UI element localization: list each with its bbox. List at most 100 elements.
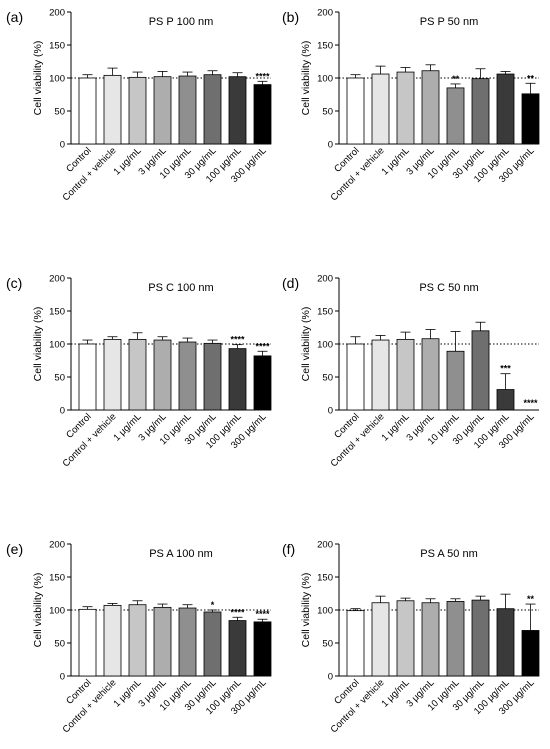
chart-title: PS A 100 nm [149,548,213,560]
y-tick-label: 150 [49,306,65,317]
bar [346,343,365,411]
y-tick-label: 150 [317,306,333,317]
significance-label: * [211,600,215,610]
y-tick-label: 200 [49,7,65,18]
bar [128,604,147,677]
bar [103,604,122,677]
bar [421,338,440,411]
bar [253,84,272,145]
bar [471,330,490,411]
significance-label: **** [230,607,245,617]
bar [446,87,465,145]
y-tick-label: 50 [54,372,65,383]
significance-label: **** [255,71,270,81]
bar [203,611,222,677]
y-axis-label: Cell viability (%) [300,41,312,116]
y-tick-label: 0 [60,405,65,416]
chart-title: PS P 100 nm [149,16,214,28]
panel-label: (e) [6,541,23,557]
y-tick-label: 150 [317,572,333,583]
bar [396,71,415,145]
bar [178,341,197,411]
bar [371,73,390,145]
bar [521,93,540,145]
y-tick-label: 0 [328,405,333,416]
bar [471,599,490,677]
y-tick-label: 150 [49,572,65,583]
panel-label: (b) [282,9,299,25]
chart-panel-3: (c) PS C 100 nm Cell viability (%) 0 50 100 15… [6,273,272,469]
chart-panel-1: (a) PS P 100 nm Cell viability (%) 0 50 100 15… [6,7,272,203]
bar [446,601,465,677]
significance-label: ** [527,594,535,604]
bar [446,350,465,411]
chart-title: PS C 50 nm [419,282,478,294]
y-tick-label: 50 [322,106,333,117]
y-axis-label: Cell viability (%) [32,41,44,116]
bar [103,338,122,411]
significance-label: ** [527,73,535,83]
chart-title: PS A 50 nm [420,548,477,560]
chart-title: PS C 100 nm [148,282,213,294]
chart-title: PS P 50 nm [420,16,479,28]
bar [471,78,490,145]
y-tick-label: 50 [322,638,333,649]
bar [346,77,365,145]
bar [128,76,147,145]
panel-label: (a) [6,9,23,25]
bar [253,621,272,677]
bar [78,343,97,411]
y-tick-label: 150 [49,40,65,51]
bar [203,74,222,145]
bar [496,608,515,677]
bar [153,339,172,411]
bar [346,610,365,677]
chart-panel-2: (b) PS P 50 nm Cell viability (%) 0 50 100 150… [282,7,540,203]
bar [78,608,97,677]
y-tick-label: 100 [317,605,333,616]
y-tick-label: 200 [49,539,65,550]
y-tick-label: 0 [328,671,333,682]
y-tick-label: 0 [60,671,65,682]
y-axis-label: Cell viability (%) [32,307,44,382]
bar [496,389,515,411]
bar [496,73,515,145]
significance-label: **** [523,398,538,408]
bar [103,74,122,145]
y-tick-label: 100 [317,73,333,84]
significance-label: **** [255,609,270,619]
y-tick-label: 200 [317,273,333,284]
bar [253,355,272,411]
y-tick-label: 100 [49,73,65,84]
significance-label: *** [500,364,511,374]
panel-label: (c) [6,275,22,291]
significance-label: ** [452,74,460,84]
bar [421,70,440,145]
y-tick-label: 50 [54,638,65,649]
y-axis-label: Cell viability (%) [32,573,44,648]
chart-panel-4: (d) PS C 50 nm Cell viability (%) 0 50 100 150… [282,273,539,469]
y-tick-label: 50 [54,106,65,117]
bar [421,602,440,677]
y-tick-label: 0 [328,139,333,150]
bar [521,630,540,677]
bar [178,75,197,145]
y-tick-label: 100 [49,605,65,616]
y-tick-label: 50 [322,372,333,383]
bar [153,606,172,677]
y-axis-label: Cell viability (%) [300,573,312,648]
bar [78,77,97,145]
bar [153,76,172,145]
bar [178,607,197,677]
bar [228,620,247,677]
significance-label: **** [230,335,245,345]
y-tick-label: 150 [317,40,333,51]
panel-label: (d) [282,275,299,291]
chart-panel-6: (f) PS A 50 nm Cell viability (%) 0 50 100 150… [282,539,540,735]
bar [371,602,390,677]
y-tick-label: 200 [49,273,65,284]
bar [396,338,415,411]
y-tick-label: 0 [60,139,65,150]
y-tick-label: 100 [317,339,333,350]
